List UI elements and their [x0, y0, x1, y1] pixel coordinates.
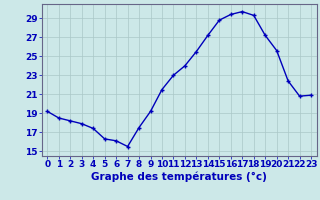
X-axis label: Graphe des températures (°c): Graphe des températures (°c) [91, 172, 267, 182]
